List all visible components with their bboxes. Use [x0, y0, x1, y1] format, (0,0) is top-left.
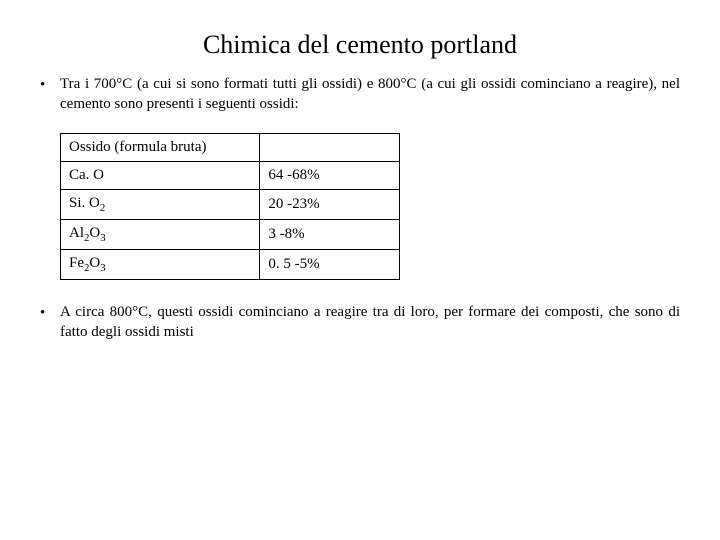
bullet-text-2: A circa 800°C, questi ossidi cominciano … — [60, 302, 680, 343]
table-header-cell: Ossido (formula bruta) — [61, 133, 260, 161]
bullet-marker: • — [40, 74, 60, 95]
table-cell: Fe2O3 — [61, 249, 260, 279]
table-cell: 0. 5 -5% — [260, 249, 400, 279]
table-cell: Si. O2 — [61, 189, 260, 219]
table-cell: Ca. O — [61, 161, 260, 189]
oxides-table: Ossido (formula bruta) Ca. O 64 -68% Si.… — [60, 133, 400, 280]
bullet-text-1: Tra i 700°C (a cui si sono formati tutti… — [60, 74, 680, 115]
bullet-item-2: • A circa 800°C, questi ossidi comincian… — [40, 302, 680, 343]
page-title: Chimica del cemento portland — [40, 30, 680, 60]
oxides-table-wrap: Ossido (formula bruta) Ca. O 64 -68% Si.… — [40, 133, 680, 280]
table-cell: 20 -23% — [260, 189, 400, 219]
bullet-marker: • — [40, 302, 60, 323]
table-row: Si. O2 20 -23% — [61, 189, 400, 219]
table-row: Ca. O 64 -68% — [61, 161, 400, 189]
table-cell: 64 -68% — [260, 161, 400, 189]
table-row: Fe2O3 0. 5 -5% — [61, 249, 400, 279]
table-cell: 3 -8% — [260, 219, 400, 249]
table-row: Al2O3 3 -8% — [61, 219, 400, 249]
bullet-item-1: • Tra i 700°C (a cui si sono formati tut… — [40, 74, 680, 115]
table-row: Ossido (formula bruta) — [61, 133, 400, 161]
table-header-cell — [260, 133, 400, 161]
table-cell: Al2O3 — [61, 219, 260, 249]
